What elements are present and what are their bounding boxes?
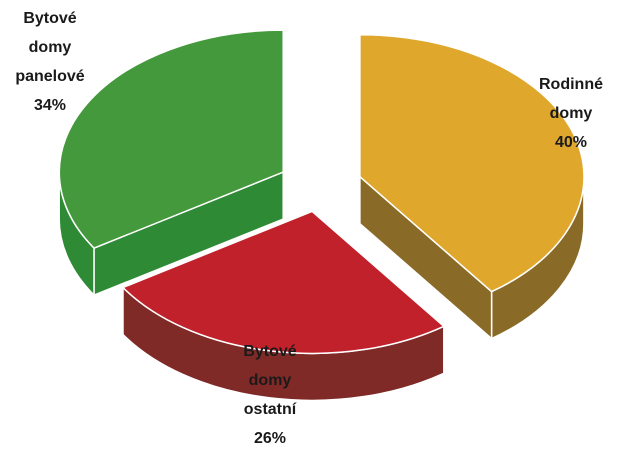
slice-percent: 26% — [253, 430, 287, 447]
slice-percent: 40% — [554, 134, 588, 151]
slice-label-line: domy — [549, 105, 593, 122]
slice-label-line: ostatní — [243, 401, 297, 418]
slice-label-rodinne-domy: Rodinné domy 40% — [521, 70, 621, 157]
pie-slice — [121, 210, 446, 402]
slice-label-line: panelové — [15, 68, 85, 85]
slice-label-line: domy — [28, 39, 72, 56]
pie-slice — [58, 29, 284, 297]
slice-label-bytove-domy-ostatni: Bytové domy ostatní 26% — [220, 337, 320, 450]
pie-slice — [359, 33, 585, 341]
slice-label-line: Rodinné — [539, 76, 603, 93]
slice-label-bytove-domy-panelove: Bytové domy panelové 34% — [2, 4, 98, 120]
pie-slice-top — [121, 210, 446, 355]
pie-slice-top — [359, 33, 585, 293]
pie-slice-top — [58, 29, 284, 249]
slice-label-line: domy — [248, 372, 292, 389]
slice-label-line: Bytové — [23, 10, 77, 27]
slice-percent: 34% — [33, 97, 67, 114]
slice-label-line: Bytové — [243, 343, 297, 360]
